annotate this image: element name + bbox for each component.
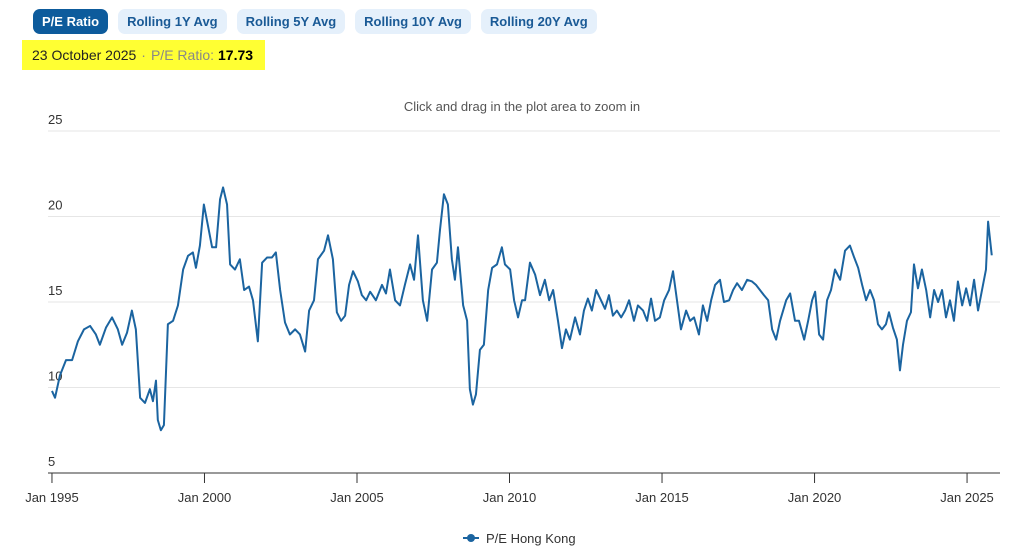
tab[interactable]: P/E Ratio <box>33 9 109 34</box>
x-tick-label: Jan 2015 <box>635 490 689 505</box>
info-date: 23 October 2025 <box>32 47 137 63</box>
tab-bar: P/E Ratio Rolling 1Y Avg Rolling 5Y Avg Rol… <box>33 9 597 34</box>
legend-symbol <box>467 534 475 542</box>
info-label: P/E Ratio: <box>136 47 214 63</box>
tab[interactable]: Rolling 10Y Avg <box>355 9 471 34</box>
tab[interactable]: Rolling 5Y Avg <box>236 9 346 34</box>
x-tick-label: Jan 1995 <box>25 490 79 505</box>
x-tick-label: Jan 2005 <box>330 490 384 505</box>
x-tick-label: Jan 2020 <box>788 490 842 505</box>
legend-label: P/E Hong Kong <box>486 531 576 546</box>
y-tick-label: 15 <box>48 283 62 298</box>
tab[interactable]: Rolling 1Y Avg <box>118 9 227 34</box>
legend-item[interactable]: P/E Hong Kong <box>463 531 576 546</box>
y-tick-label: 20 <box>48 198 62 213</box>
chart-subtitle: Click and drag in the plot area to zoom … <box>404 99 640 114</box>
tab[interactable]: Rolling 20Y Avg <box>480 9 597 34</box>
y-tick-label: 25 <box>48 112 62 127</box>
x-tick-label: Jan 2000 <box>178 490 232 505</box>
series-line <box>51 186 993 432</box>
x-tick-label: Jan 2025 <box>940 490 994 505</box>
info-value: 17.73 <box>218 47 254 63</box>
x-tick-label: Jan 2010 <box>483 490 537 505</box>
y-tick-label: 5 <box>48 454 55 469</box>
